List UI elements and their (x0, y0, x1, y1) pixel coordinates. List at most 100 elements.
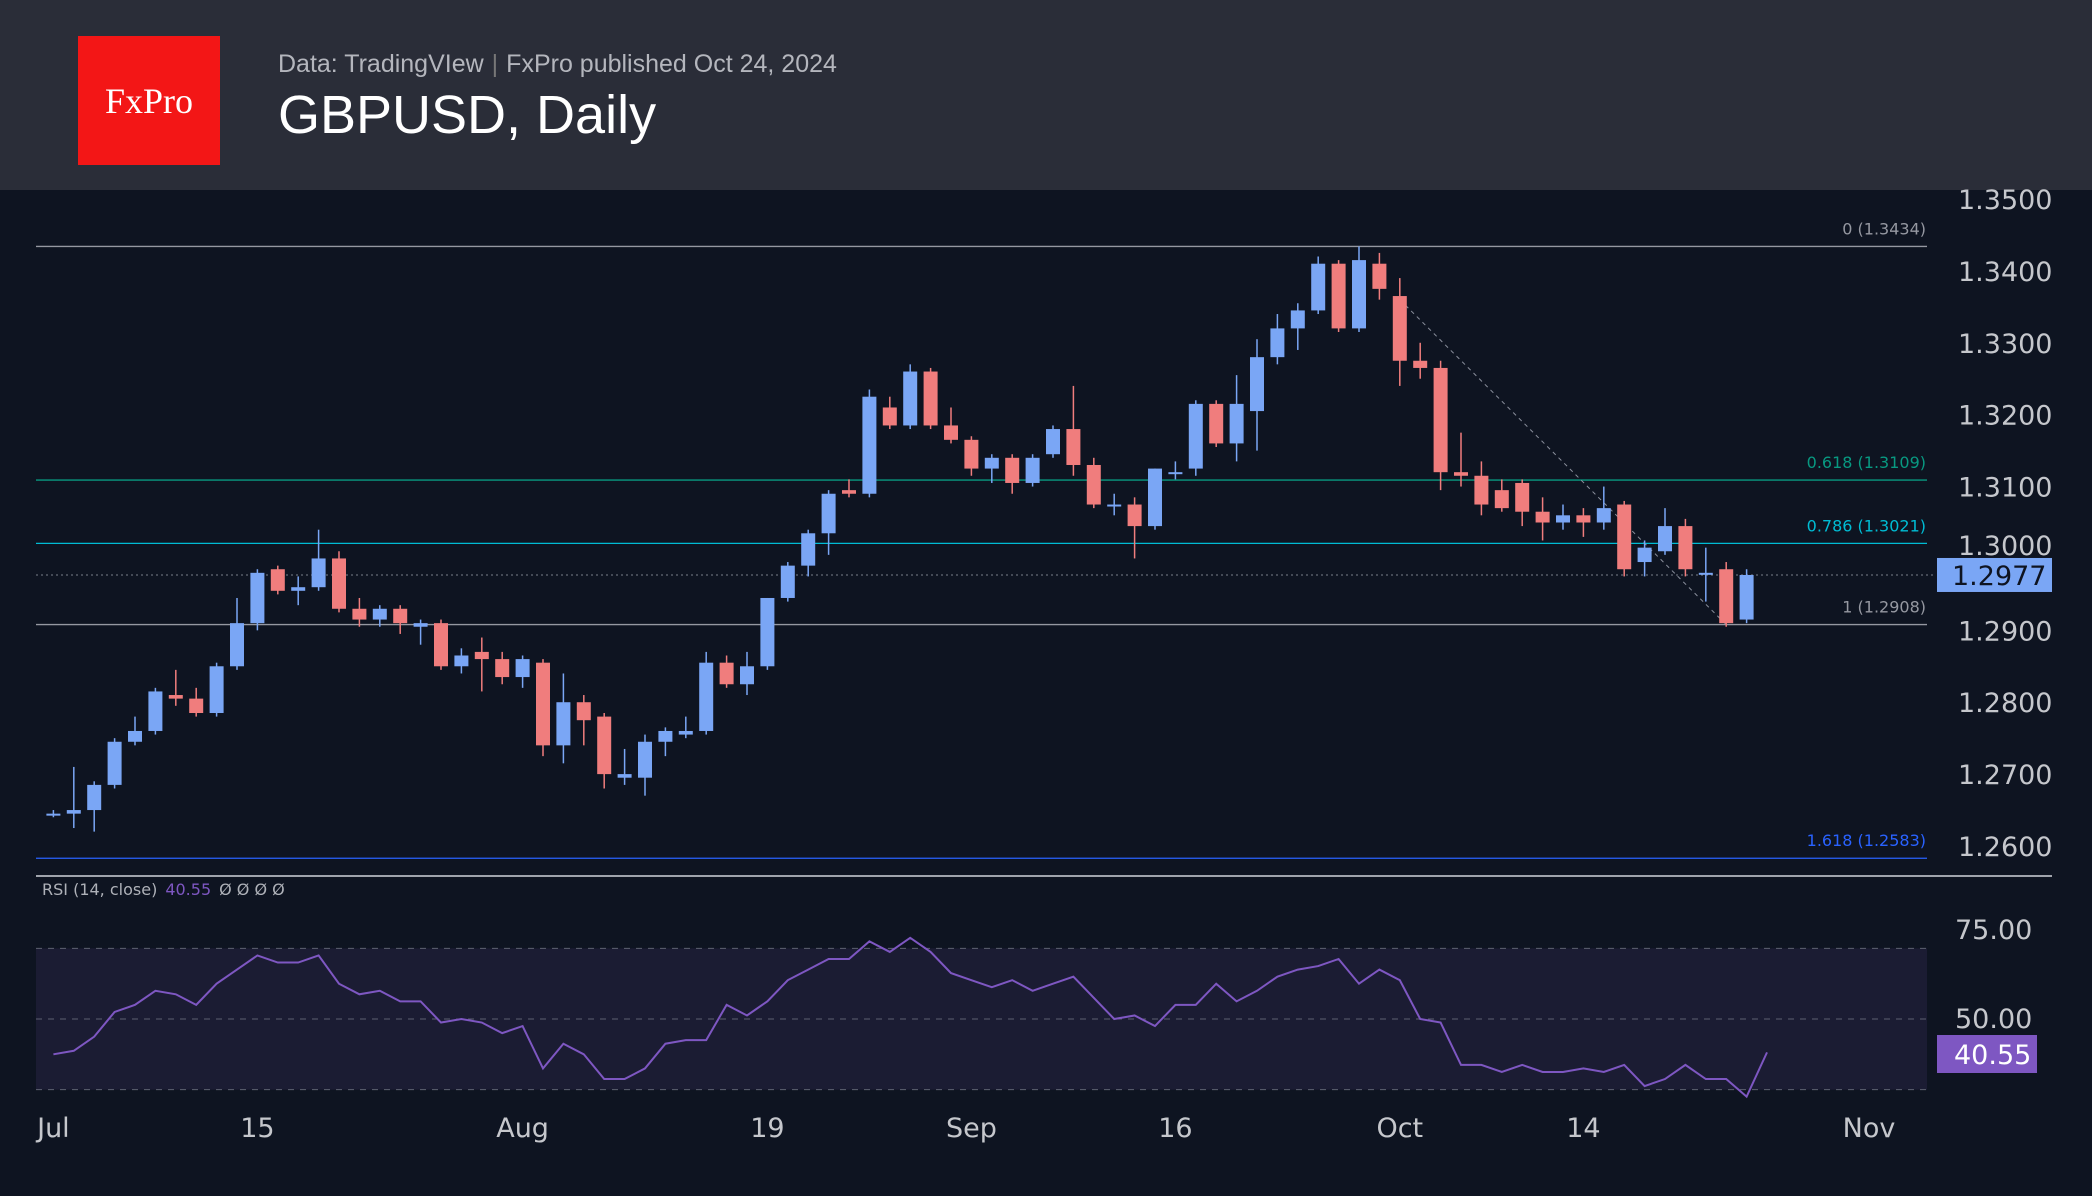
fibonacci-levels: 0 (1.3434) 0.618 (1.3109) 0.786 (1.3021) 1 … (0, 190, 2092, 877)
candle-body (1658, 526, 1672, 552)
candle-body (1311, 263, 1326, 311)
candle-body (1066, 429, 1081, 465)
candle-body (638, 741, 652, 778)
price-tick: 1.3300 (1958, 329, 2052, 360)
price-tick: 1.3100 (1958, 473, 2052, 504)
rsi-pane: 75.00 50.00 40.55 (36, 915, 2037, 1099)
candle-body (434, 623, 448, 667)
time-tick: Oct (1376, 1113, 1423, 1144)
chart-title: GBPUSD, Daily (278, 85, 657, 145)
candle-body (1331, 263, 1346, 329)
candle-body (148, 691, 163, 731)
candle-body (454, 655, 469, 667)
candle-body (740, 666, 754, 685)
candle-body (1392, 296, 1407, 361)
candle-body (66, 810, 81, 814)
candle-body (1556, 515, 1570, 523)
divider: | (491, 50, 499, 78)
candle-body (1250, 357, 1264, 412)
candle-body (780, 565, 795, 598)
candle-body (1209, 403, 1224, 444)
time-tick: 14 (1566, 1113, 1600, 1144)
fib-label: 0 (1.3434) (1842, 219, 1926, 238)
price-axis: 1.35001.34001.33001.32001.31001.30001.29… (1937, 185, 2052, 863)
candle-body (617, 774, 632, 778)
last-price-badge (1937, 557, 2052, 592)
candle-body (1719, 569, 1734, 624)
candle-body (1596, 508, 1611, 523)
candle-body (230, 623, 244, 667)
price-pane-bg (0, 190, 2092, 876)
candle-body (1678, 526, 1693, 570)
time-tick: 16 (1158, 1113, 1192, 1144)
candle-body (882, 407, 897, 426)
fib-label: 1.618 (1.2583) (1807, 831, 1926, 850)
time-tick: 19 (750, 1113, 784, 1144)
candle-body (372, 608, 387, 620)
candle-body (1433, 367, 1448, 473)
candle-body (1739, 574, 1754, 620)
candle-body (984, 457, 999, 469)
price-tick: 1.3500 (1958, 185, 2052, 216)
rsi-value: 40.55 (165, 880, 211, 899)
candle-body (964, 439, 979, 469)
fib-label: 0.786 (1.3021) (1807, 516, 1926, 535)
candle-body (556, 702, 571, 746)
candle-body (1637, 547, 1652, 563)
candle-body (1474, 475, 1489, 505)
price-tick: 1.2800 (1958, 688, 2052, 719)
candle-body (168, 695, 183, 699)
candle-body (1270, 328, 1285, 358)
rsi-label: RSI (14, close) (42, 880, 157, 899)
candle-body (1148, 468, 1162, 527)
candle-body (270, 569, 285, 591)
publisher: FxPro published Oct 24, 2024 (506, 50, 837, 78)
candle-body (1535, 511, 1550, 523)
candle-body (576, 702, 591, 721)
candle-body (495, 659, 510, 678)
candle-body (1372, 263, 1387, 289)
candle-body (1168, 472, 1183, 475)
candle-body (1107, 504, 1122, 507)
time-tick: 15 (240, 1113, 274, 1144)
fib-label: 0.618 (1.3109) (1807, 453, 1926, 472)
candle-body (1698, 572, 1713, 575)
candle-body (1188, 403, 1203, 469)
last-price-label: 1.2977 (1952, 561, 2046, 592)
candle-body (678, 730, 693, 735)
price-tick: 1.2700 (1958, 760, 2052, 791)
candle-body (46, 813, 61, 816)
candle-body (1494, 490, 1509, 509)
rsi-tick: 50.00 (1955, 1004, 2032, 1035)
rsi-extras: Ø Ø Ø Ø (219, 880, 285, 899)
rsi-line (53, 936, 1768, 1099)
time-tick: Sep (946, 1113, 997, 1144)
header: FxPro Data: TradingVIew | FxPro published … (0, 0, 2092, 190)
candle-body (862, 396, 877, 494)
rsi-value-label: 40.55 (1954, 1040, 2031, 1071)
logo-text: FxPro (104, 80, 194, 121)
candle-body (944, 425, 958, 440)
time-tick: Jul (35, 1113, 70, 1144)
candle-body (1229, 403, 1244, 444)
candle-body (128, 730, 142, 742)
price-tick: 1.2900 (1958, 616, 2052, 647)
candle-body (1086, 464, 1101, 505)
candle-body (597, 716, 612, 775)
candles (46, 246, 1754, 832)
candle-body (250, 572, 265, 624)
candle-body (332, 558, 346, 609)
candle-body (87, 784, 102, 811)
subtitle: Data: TradingVIew | FxPro published Oct 24… (278, 50, 837, 79)
candle-body (393, 608, 408, 624)
candle-body (1576, 515, 1591, 523)
time-axis: Jul 15 Aug 19 Sep 16 Oct 14 Nov (35, 1113, 1895, 1144)
candle-body (1025, 457, 1040, 483)
data-source: Data: TradingVIew (278, 50, 484, 78)
rsi-tick: 75.00 (1955, 915, 2032, 946)
price-tick: 1.3000 (1958, 531, 2052, 562)
candle-body (801, 533, 816, 566)
candle-body (1046, 429, 1060, 455)
candle-body (923, 371, 938, 426)
